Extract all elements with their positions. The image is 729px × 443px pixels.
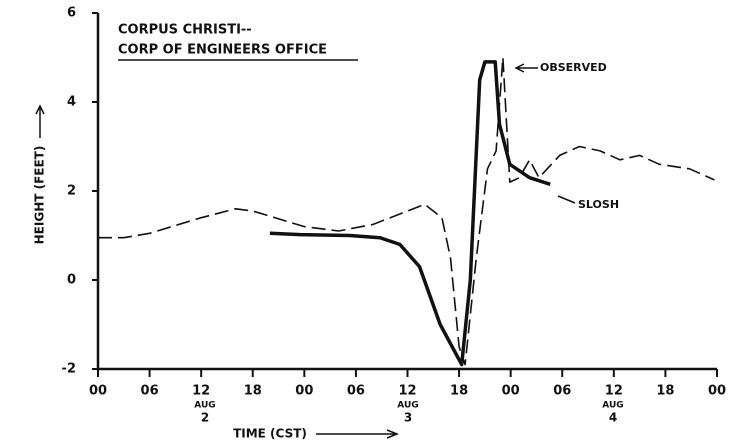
x-tick-label: 12: [398, 384, 416, 399]
y-tick-label: -2: [62, 362, 76, 377]
x-tick-label: 06: [553, 384, 571, 399]
x-tick-label: 00: [295, 384, 313, 399]
day-month: AUG: [194, 401, 215, 411]
day-month: AUG: [602, 401, 623, 411]
x-tick-label: 00: [708, 384, 726, 399]
observed-line: [98, 56, 715, 366]
x-tick-label: 06: [347, 384, 365, 399]
y-tick-label: 4: [67, 95, 76, 110]
y-axis-label: HEIGHT (FEET): [33, 146, 47, 245]
x-tick-label: 18: [244, 384, 262, 399]
x-tick-label: 12: [605, 384, 623, 399]
series-label-leader: [557, 195, 576, 204]
day-month: AUG: [397, 401, 418, 411]
x-label-arrow: [316, 429, 400, 439]
x-tick-label: 06: [141, 384, 159, 399]
x-axis-label: TIME (CST): [233, 427, 307, 441]
y-tick-label: 0: [67, 273, 76, 288]
chart-title: CORPUS CHRISTI--: [118, 23, 252, 38]
series-label: OBSERVED: [540, 61, 607, 74]
day-number: 3: [404, 411, 412, 425]
chart-title: CORP OF ENGINEERS OFFICE: [118, 43, 327, 58]
axes: [96, 13, 717, 371]
x-tick-label: 18: [450, 384, 468, 399]
x-tick-label: 00: [502, 384, 520, 399]
series-label-arrow: [514, 63, 538, 73]
x-tick-label: 00: [89, 384, 107, 399]
slosh-line: [269, 60, 551, 367]
day-number: 2: [201, 411, 209, 425]
x-tick-label: 12: [192, 384, 210, 399]
x-tick-label: 18: [656, 384, 674, 399]
y-label-arrow: [35, 104, 45, 138]
y-tick-label: 2: [67, 184, 76, 199]
day-number: 4: [609, 411, 617, 425]
series-label: SLOSH: [578, 198, 619, 211]
y-tick-label: 6: [67, 6, 76, 21]
